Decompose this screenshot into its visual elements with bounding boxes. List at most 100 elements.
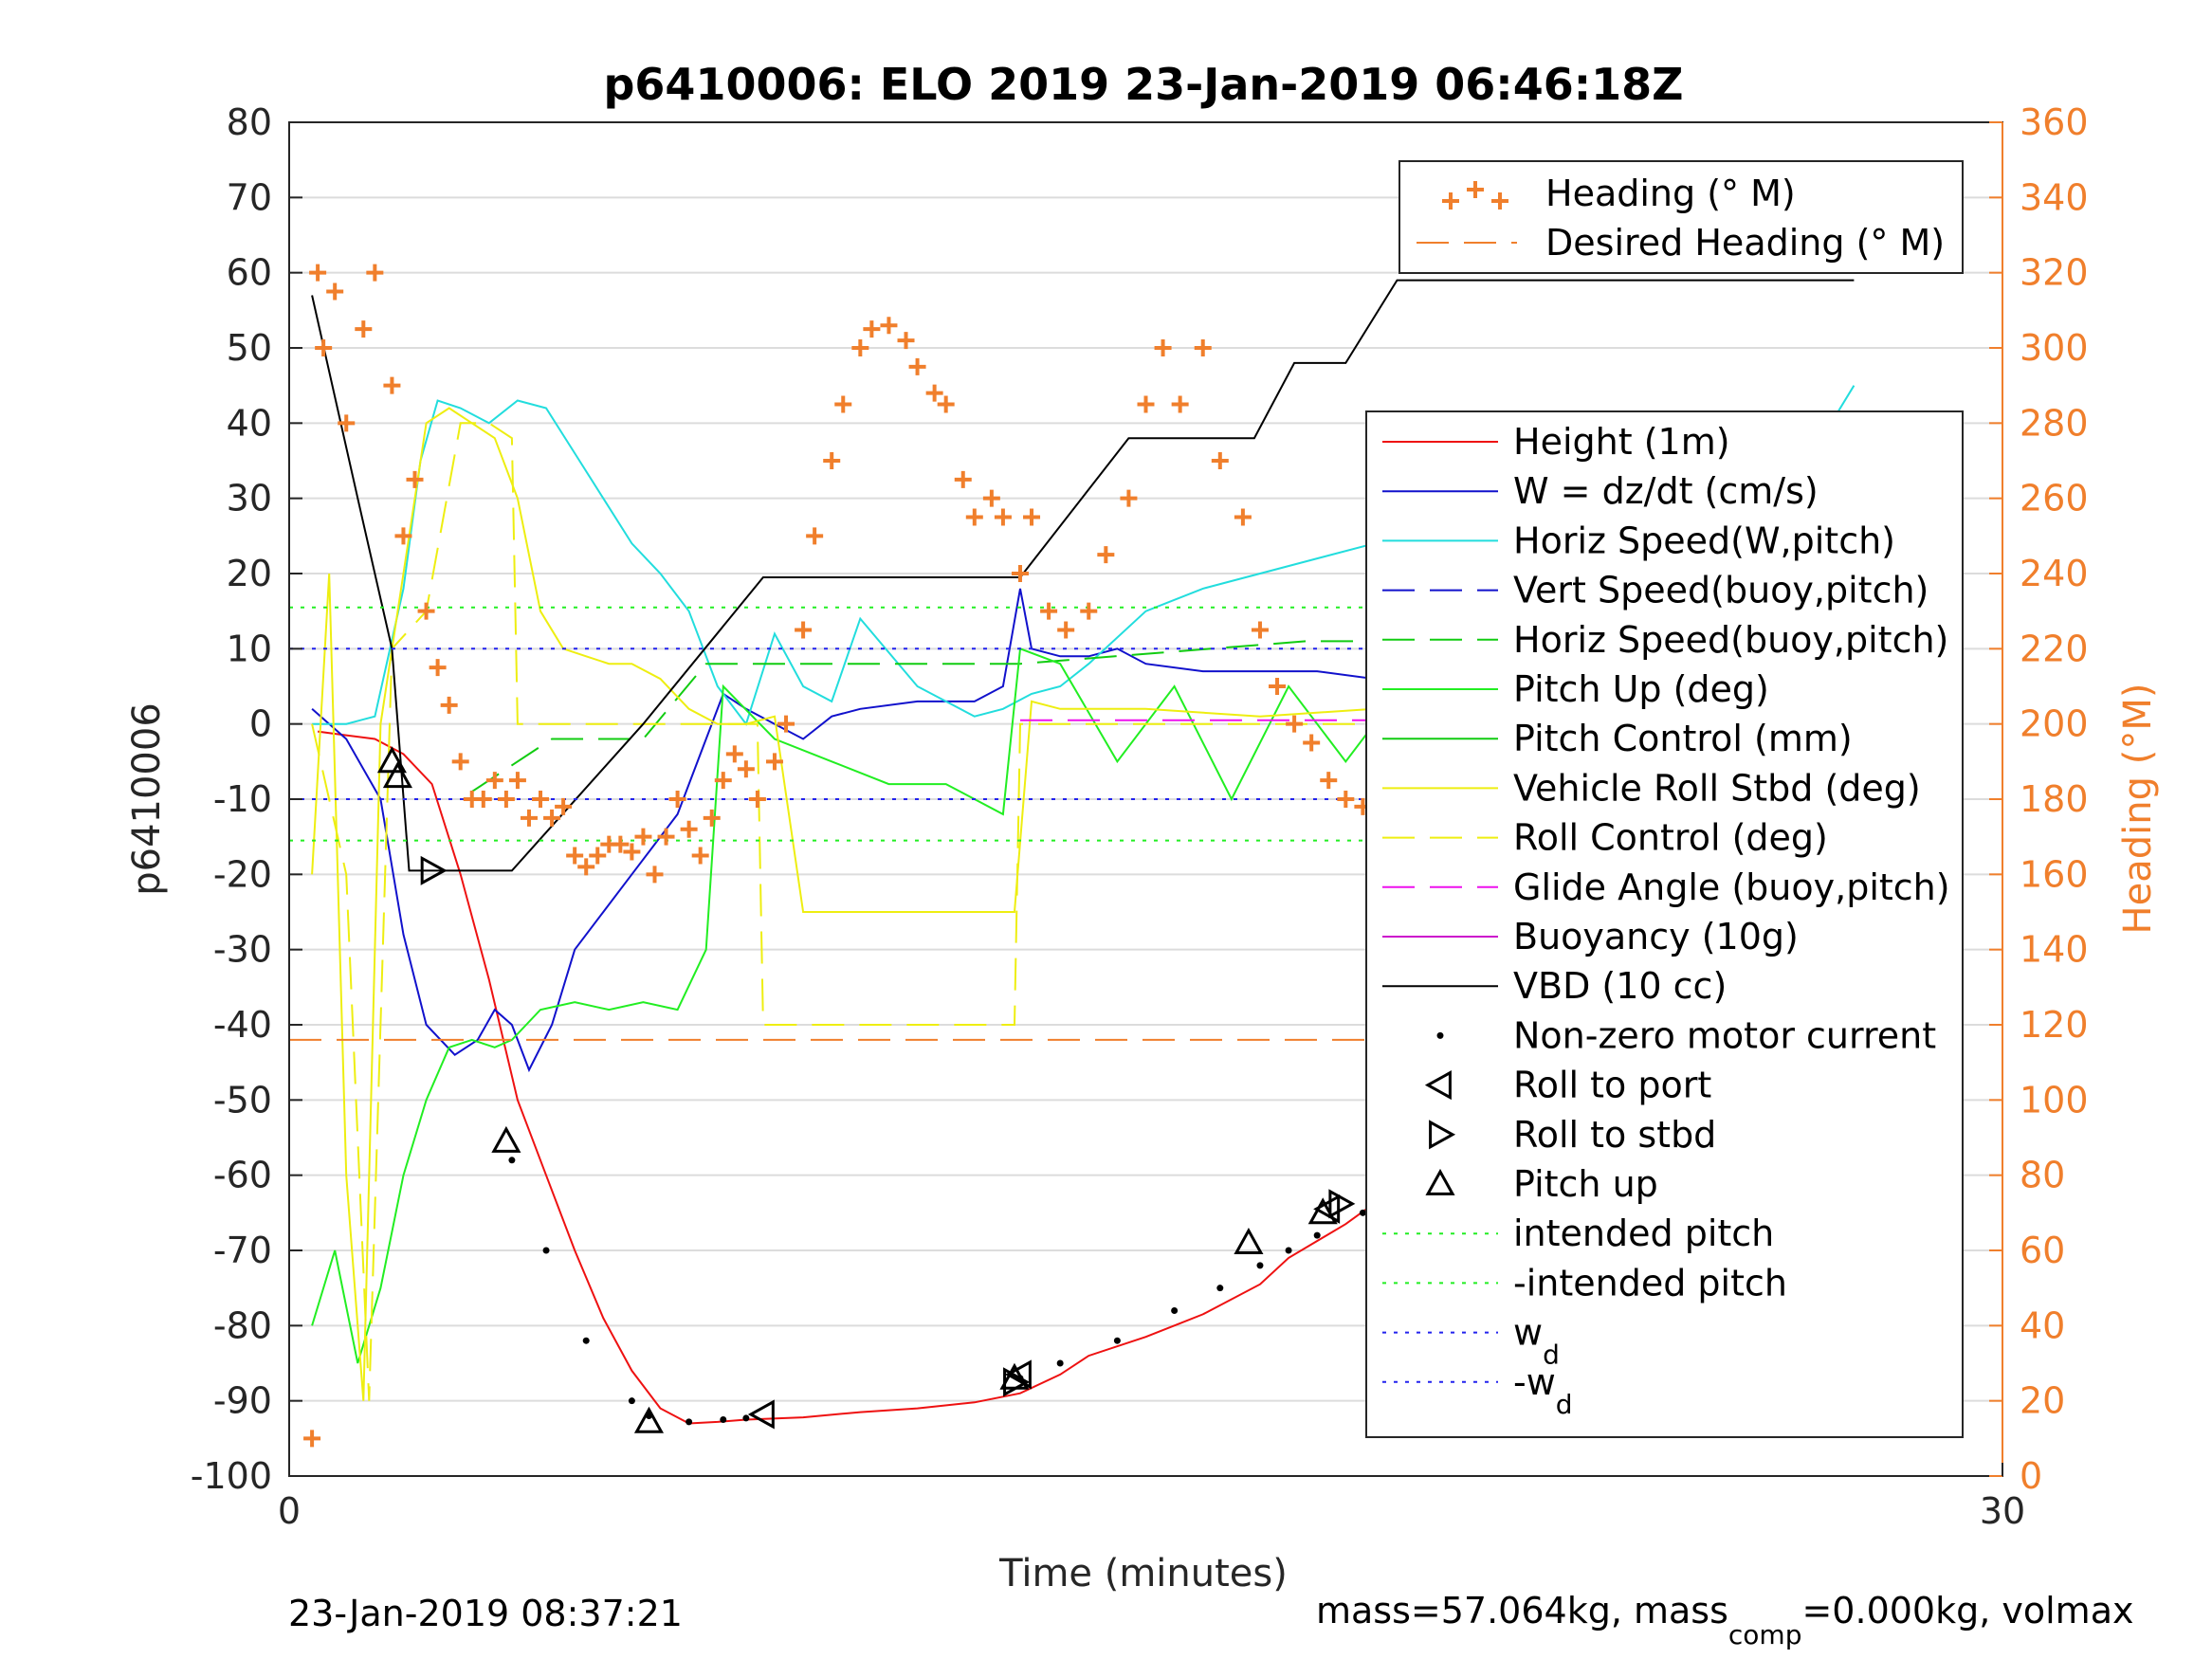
- heading-point: [309, 264, 327, 282]
- heading-point: [1154, 339, 1172, 356]
- y-tick-label: 60: [227, 252, 272, 294]
- heading-point: [1080, 602, 1098, 620]
- x-tick-label: 0: [278, 1490, 301, 1532]
- motor-current-marker: [742, 1414, 750, 1422]
- heading-point: [1137, 395, 1155, 413]
- legend-main-label: VBD (10 cc): [1513, 965, 1727, 1007]
- motor-current-marker: [542, 1247, 550, 1254]
- legend-main-label: Pitch Control (mm): [1513, 718, 1853, 759]
- y2-axis-label: Heading (°M): [2116, 684, 2160, 935]
- heading-point: [303, 1430, 321, 1448]
- motor-current-marker: [1216, 1285, 1224, 1292]
- pitch-up-marker: [1307, 1197, 1338, 1225]
- y2-tick-label: 100: [2020, 1079, 2089, 1121]
- heading-point: [737, 760, 755, 778]
- heading-point: [691, 847, 709, 865]
- y2-tick-label: 140: [2020, 929, 2089, 971]
- pitch-up-marker: [376, 746, 407, 774]
- motor-current-marker: [1285, 1247, 1292, 1254]
- legend-heading-swatch: [1491, 192, 1508, 210]
- motor-current-marker: [1113, 1337, 1121, 1344]
- legend-main-swatch: [1436, 1031, 1444, 1039]
- roll-to-stbd-marker: [420, 855, 448, 885]
- heading-point: [657, 828, 675, 846]
- legend-main-label: Vert Speed(buoy,pitch): [1513, 570, 1929, 611]
- heading-point: [765, 753, 783, 771]
- pitch-up-marker: [382, 761, 412, 789]
- motor-current-marker: [1313, 1231, 1321, 1239]
- heading-point: [668, 791, 686, 808]
- motor-current-marker: [1359, 1209, 1366, 1216]
- y-tick-label: -70: [213, 1230, 272, 1271]
- heading-point: [566, 847, 584, 865]
- heading-point: [834, 395, 852, 413]
- footer-mass-rest: =0.000kg, volmax: [1801, 1590, 2133, 1632]
- heading-point: [451, 753, 469, 771]
- legend-main-swatch: [1425, 1168, 1455, 1195]
- legend-heading: Heading (° M) Desired Heading (° M): [1398, 160, 1964, 274]
- y-axis-right: 3603403203002802602402202001801601401201…: [1989, 101, 2089, 1497]
- pitch-up-marker: [1234, 1227, 1264, 1254]
- y-tick-label: 50: [227, 327, 272, 369]
- heading-point: [994, 508, 1012, 526]
- heading-point: [406, 470, 424, 488]
- y2-tick-label: 20: [2020, 1380, 2065, 1422]
- y-tick-label: -30: [213, 929, 272, 971]
- heading-point: [1320, 772, 1338, 790]
- legend-main-label-subscript: d: [1543, 1340, 1560, 1371]
- x-axis: 0 30: [278, 1463, 2025, 1532]
- y-tick-label: -40: [213, 1004, 272, 1046]
- y-tick-label: 30: [227, 478, 272, 520]
- y-tick-label: -90: [213, 1380, 272, 1422]
- y2-tick-label: 0: [2020, 1455, 2042, 1497]
- heading-point: [1120, 489, 1138, 507]
- heading-point: [555, 797, 573, 815]
- y2-tick-label: 40: [2020, 1304, 2065, 1346]
- legend-heading-swatch: [1467, 181, 1484, 198]
- y-axis-left: 80 70 60 50 40 30 20 10 0 -10 -20 -30 -40 -50 -60 -70 -8…: [191, 101, 302, 1497]
- legend-main-label: Vehicle Roll Stbd (deg): [1513, 767, 1921, 809]
- y2-tick-label: 320: [2020, 252, 2089, 294]
- heading-point: [806, 527, 824, 545]
- y-tick-label: -80: [213, 1304, 272, 1346]
- y2-tick-label: 120: [2020, 1004, 2089, 1046]
- heading-point: [315, 339, 333, 356]
- heading-point: [1234, 508, 1252, 526]
- legend-main-label: Roll to port: [1513, 1065, 1711, 1106]
- heading-point: [646, 866, 664, 884]
- legend-heading-label: Heading (° M): [1545, 173, 1796, 214]
- y2-tick-label: 200: [2020, 703, 2089, 745]
- pitch-up-marker: [491, 1125, 521, 1153]
- x-axis-label: Time (minutes): [998, 1552, 1288, 1595]
- legend-main-label-subscript: d: [1556, 1389, 1573, 1420]
- x-tick-label: 30: [1980, 1490, 2025, 1532]
- roll-to-port-marker: [1004, 1359, 1032, 1390]
- roll-to-port-marker: [747, 1399, 775, 1430]
- footer-mass: mass=57.064kg, masscomp=0.000kg, volmax: [1316, 1590, 2133, 1650]
- motor-current-marker: [508, 1157, 516, 1164]
- roll-to-port-marker: [1313, 1194, 1341, 1224]
- legend-main-label: Horiz Speed(buoy,pitch): [1513, 619, 1948, 661]
- y-tick-label: -100: [191, 1455, 272, 1497]
- heading-point: [680, 820, 698, 838]
- y-tick-label: 70: [227, 176, 272, 218]
- heading-point: [1040, 602, 1058, 620]
- legend-main-swatch: [1424, 1070, 1452, 1101]
- motor-current-marker: [720, 1416, 727, 1423]
- y2-tick-label: 80: [2020, 1155, 2065, 1196]
- y-tick-label: 10: [227, 628, 272, 669]
- heading-point: [982, 489, 1000, 507]
- y-tick-label: 20: [227, 553, 272, 594]
- heading-point: [863, 320, 881, 338]
- footer-mass-main: mass=57.064kg, mass: [1316, 1590, 1728, 1632]
- heading-point: [965, 508, 983, 526]
- heading-point: [1057, 621, 1075, 639]
- legend-heading-label: Desired Heading (° M): [1545, 222, 1945, 264]
- heading-point: [1023, 508, 1041, 526]
- legend-main-label: W = dz/dt (cm/s): [1513, 470, 1819, 512]
- legend-main-label: -intended pitch: [1513, 1262, 1787, 1304]
- heading-point: [429, 659, 447, 677]
- heading-point: [777, 715, 795, 733]
- y-tick-label: -60: [213, 1155, 272, 1196]
- y2-tick-label: 240: [2020, 553, 2089, 594]
